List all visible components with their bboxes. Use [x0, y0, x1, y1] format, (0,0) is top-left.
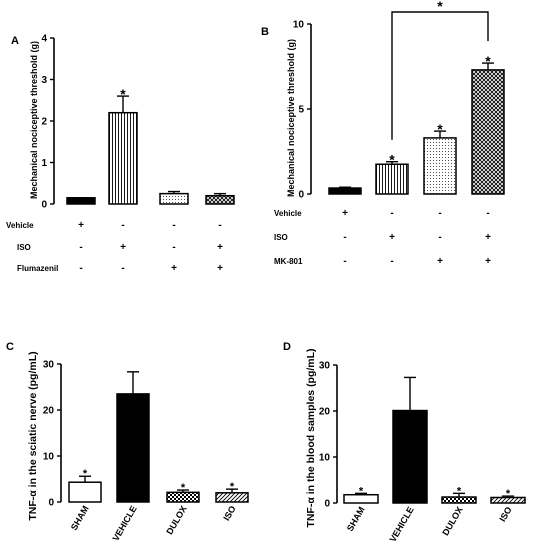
panel-b-sign: - [486, 208, 489, 219]
panel-d-y-tick-label: 20 [319, 407, 331, 418]
panel-a-row-label-flumazenil: Flumazenil [17, 264, 58, 273]
panel-a-sign: - [79, 242, 82, 253]
panel-b-row-label-vehicle: Vehicle [274, 209, 302, 218]
panel-b-significance-star: * [437, 121, 443, 137]
panel-b-bar [328, 187, 362, 195]
panel-a-sign: - [218, 220, 221, 231]
panel-b-significance-star: * [389, 152, 395, 168]
panel-d-y-tick-label: 10 [319, 453, 331, 464]
panel-b-sign: + [485, 232, 491, 243]
panel-label-d: D [283, 341, 291, 353]
panel-c-bar [215, 492, 249, 503]
panel-a-y-tick-label: 1 [41, 158, 47, 169]
panel-b-sign: + [389, 232, 395, 243]
panel-c-significance-star: * [230, 481, 235, 493]
panel-c-y-tick-label: 10 [43, 452, 55, 463]
panel-d-y-tick-label: 30 [319, 361, 331, 372]
panel-d-bar [392, 409, 428, 504]
panel-a-bar [66, 197, 96, 205]
panel-b-y-tick-label: 5 [298, 105, 304, 116]
panel-a-sign: - [79, 263, 82, 274]
panel-c-category-label: ISO [221, 504, 237, 522]
panel-d-significance-star: * [457, 485, 462, 497]
panel-b-bracket [391, 11, 489, 140]
panel-a-bar [108, 111, 138, 205]
panel-label-a: A [11, 35, 19, 47]
panel-c-category-label: SHAM [69, 504, 91, 532]
panel-a-sign: - [121, 220, 124, 231]
panel-d-significance-star: * [359, 485, 364, 497]
panel-b-sign: - [438, 232, 441, 243]
panel-b-sign: - [438, 208, 441, 219]
panel-b-bar [471, 69, 505, 195]
panel-a-ylabel: Mechanical nociceptive threshold (g) [29, 41, 39, 199]
panel-d-category-label: SHAM [345, 505, 367, 533]
panel-d-category-label: VEHICLE [388, 505, 416, 544]
panel-b-row-label-mk801: MK-801 [274, 257, 303, 266]
panel-b-y-tick-label: 10 [293, 20, 305, 31]
panel-a-bar [159, 192, 189, 205]
panel-d-category-label: ISO [497, 505, 513, 523]
panel-a-y-tick-label: 2 [41, 117, 47, 128]
panel-c-bar [68, 481, 102, 503]
panel-b-sign: - [390, 256, 393, 267]
panel-c-category-label: DULOX [164, 504, 188, 536]
panel-a-sign: + [120, 242, 126, 253]
panel-a-sign: + [171, 263, 177, 274]
panel-d-ylabel: TNF-α in the blood samples (pg/mL) [305, 348, 317, 527]
panel-b-sign: + [342, 208, 348, 219]
panel-a-sign: + [78, 220, 84, 231]
panel-d-category-label: DULOX [440, 505, 464, 537]
panel-d-significance-star: * [506, 488, 511, 500]
panel-b-y-tick-label: 0 [298, 190, 304, 201]
panel-a-sign: - [172, 220, 175, 231]
panel-c-y-tick-label: 0 [48, 498, 54, 509]
panel-c-bar [116, 393, 150, 503]
panel-b-sign: - [343, 232, 346, 243]
panel-b-sign: - [390, 208, 393, 219]
panel-a-row-label-iso: ISO [17, 243, 31, 252]
panel-c-significance-star: * [181, 482, 186, 494]
panel-c-ylabel: TNF-α in the sciatic nerve (pg/mL) [27, 351, 39, 520]
panel-c-y-tick-label: 20 [43, 406, 55, 417]
panel-d-y-tick-label: 0 [324, 499, 330, 510]
panel-c-y-tick-label: 30 [43, 360, 55, 371]
panel-b-sign: + [485, 256, 491, 267]
panel-a-sign: - [172, 242, 175, 253]
panel-c-significance-star: * [83, 468, 88, 480]
panel-a-significance-star: * [120, 86, 126, 102]
panel-d-bar [441, 496, 477, 504]
panel-a-bar [205, 194, 235, 205]
panel-a-y-tick-label: 4 [41, 34, 47, 45]
panel-label-b: B [261, 26, 269, 38]
panel-a-y-tick-label: 3 [41, 75, 47, 86]
panel-b-bracket-star: * [437, 0, 443, 14]
panel-a-sign: - [121, 263, 124, 274]
panel-a-row-label-vehicle: Vehicle [6, 221, 34, 230]
panel-b-significance-star: * [485, 53, 491, 69]
panel-c-category-label: VEHICLE [111, 504, 139, 543]
panel-b-row-label-iso: ISO [274, 233, 288, 242]
panel-b-sign: + [437, 256, 443, 267]
panel-a-sign: + [217, 263, 223, 274]
panel-b-bar [423, 137, 457, 195]
panel-b-bar [375, 163, 409, 195]
panel-label-c: C [6, 341, 14, 353]
panel-b-sign: - [343, 256, 346, 267]
panel-b-ylabel: Mechanical nociceptive threshold (g) [286, 39, 296, 197]
panel-a-y-tick-label: 0 [41, 200, 47, 211]
panel-a-sign: + [217, 242, 223, 253]
